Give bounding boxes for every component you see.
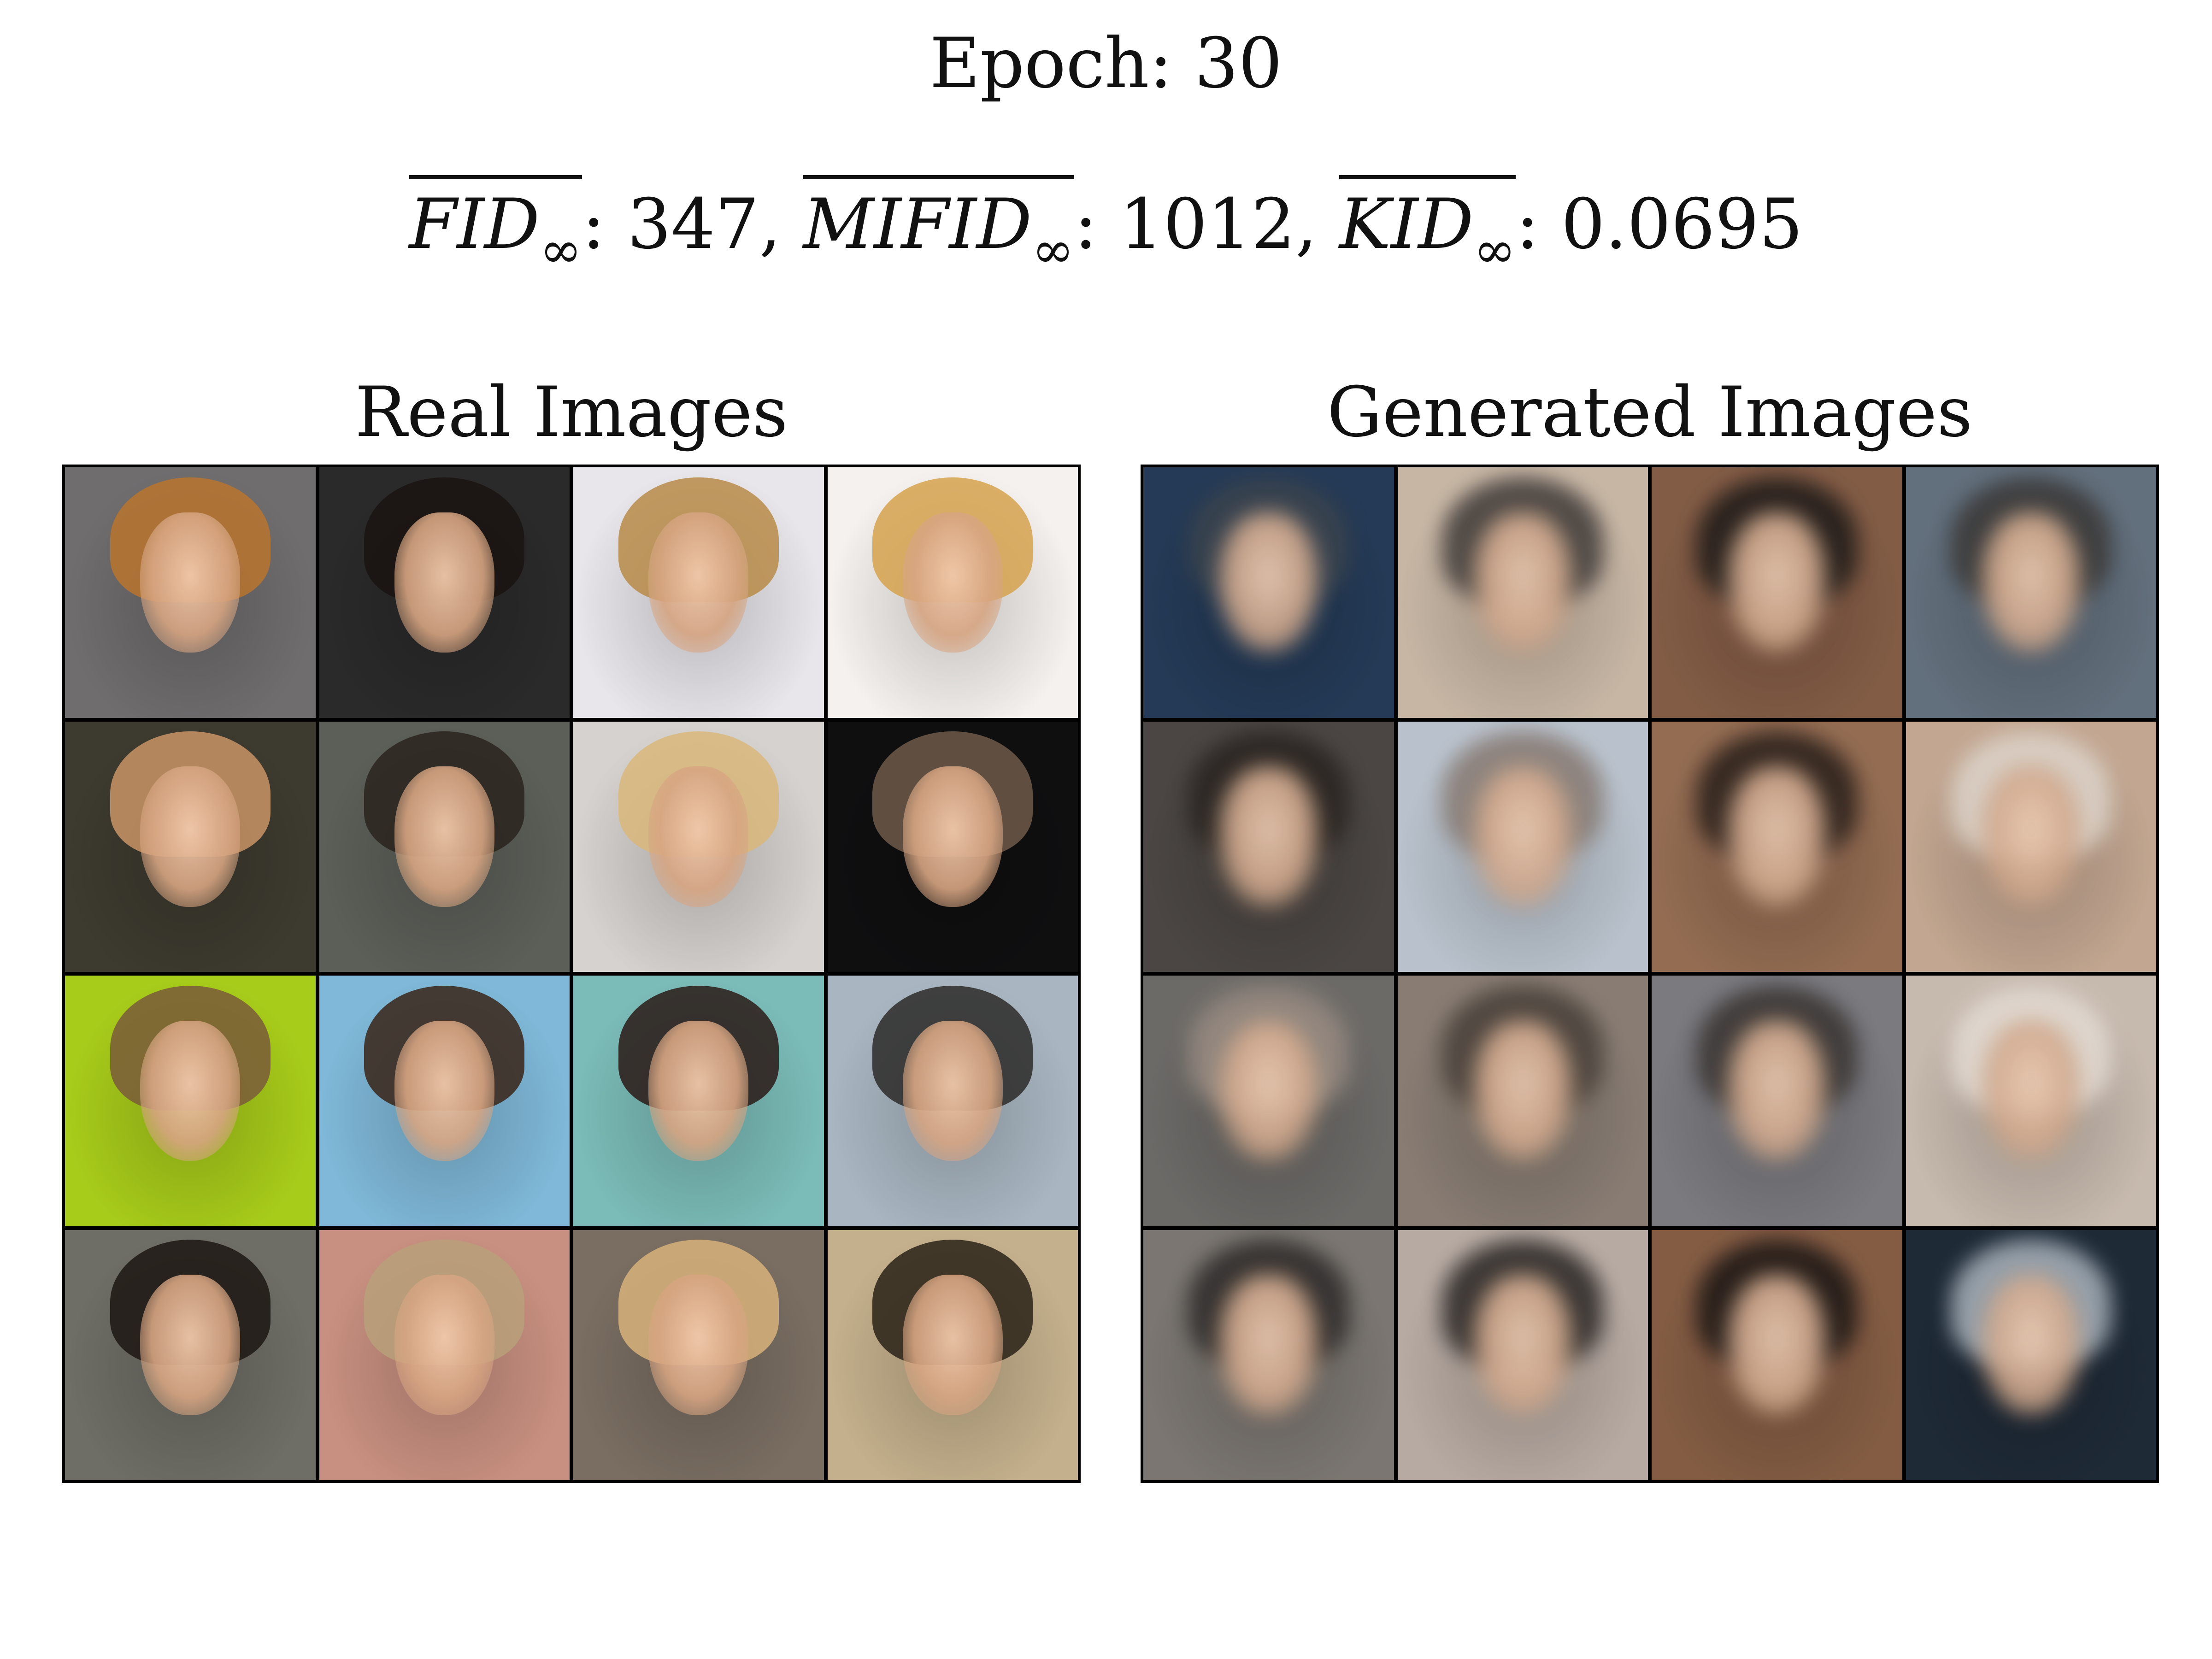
mifid-subscript: ∞ — [1032, 220, 1074, 279]
fid-subscript: ∞ — [540, 220, 582, 279]
generated-face-image — [1397, 467, 1648, 718]
generated-images-grid — [1141, 465, 2159, 1483]
real-face-image — [65, 1230, 316, 1480]
fid-label: FID — [409, 184, 540, 265]
kid-value: : 0.0695 — [1516, 184, 1803, 265]
real-face-image — [319, 976, 570, 1226]
figure-title: Epoch: 30 — [930, 24, 1282, 104]
generated-face-image — [1397, 976, 1648, 1226]
generated-face-image — [1143, 467, 1394, 718]
generated-face-image — [1143, 721, 1394, 972]
metrics-line: FID∞: 347, MIFID∞: 1012, KID∞: 0.0695 — [0, 175, 2212, 291]
real-face-image — [65, 976, 316, 1226]
kid-subscript: ∞ — [1473, 220, 1516, 279]
real-face-image — [827, 721, 1078, 972]
real-face-image — [319, 721, 570, 972]
mifid-label: MIFID — [803, 184, 1032, 265]
generated-face-image — [1652, 976, 1902, 1226]
real-face-image — [65, 467, 316, 718]
generated-face-image — [1906, 467, 2156, 718]
real-face-image — [573, 1230, 824, 1480]
real-face-image — [573, 976, 824, 1226]
real-face-image — [319, 1230, 570, 1480]
generated-face-image — [1143, 976, 1394, 1226]
generated-face-image — [1397, 1230, 1648, 1480]
real-face-image — [573, 467, 824, 718]
mifid-metric: MIFID∞: 1012, — [803, 175, 1318, 291]
real-face-image — [827, 467, 1078, 718]
real-images-grid — [62, 465, 1081, 1483]
real-face-image — [573, 721, 824, 972]
generated-face-image — [1143, 1230, 1394, 1480]
kid-metric: KID∞: 0.0695 — [1339, 175, 1803, 291]
real-face-image — [827, 976, 1078, 1226]
generated-images-title: Generated Images — [1327, 372, 1973, 453]
kid-label: KID — [1339, 184, 1474, 265]
real-face-image — [827, 1230, 1078, 1480]
fid-value: : 347, — [582, 184, 782, 265]
generated-face-image — [1652, 1230, 1902, 1480]
generated-face-image — [1906, 721, 2156, 972]
fid-metric: FID∞: 347, — [409, 175, 781, 291]
generated-face-image — [1906, 1230, 2156, 1480]
generated-face-image — [1652, 721, 1902, 972]
mifid-value: : 1012, — [1074, 184, 1318, 265]
generated-face-image — [1397, 721, 1648, 972]
generated-face-image — [1906, 976, 2156, 1226]
real-images-title: Real Images — [355, 372, 788, 453]
real-face-image — [319, 467, 570, 718]
generated-face-image — [1652, 467, 1902, 718]
real-face-image — [65, 721, 316, 972]
